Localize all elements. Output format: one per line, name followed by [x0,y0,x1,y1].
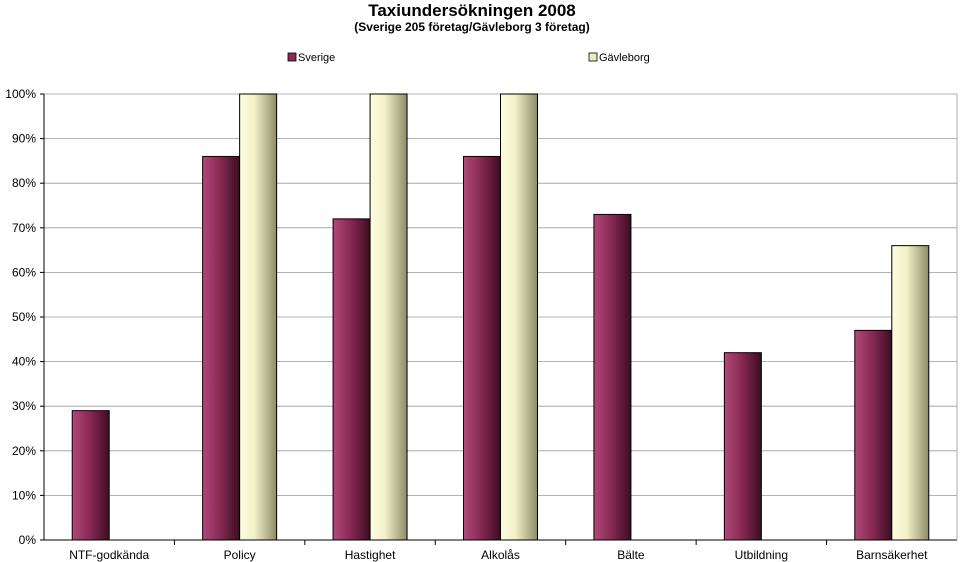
y-tick-label: 40% [12,355,36,369]
bar-gavleborg [239,93,278,541]
chart-title: Taxiundersökningen 2008 [368,1,576,20]
x-category-label: Bälte [617,548,645,562]
x-category-label: NTF-godkända [69,548,149,562]
bar-gavleborg [500,93,538,541]
bar-sverige [332,218,371,541]
bar-sverige [71,410,110,541]
bar-sverige [723,352,762,541]
x-category-label: Alkolås [481,548,520,562]
legend-label-sverige: Sverige [298,52,335,64]
legend-label-gavleborg: Gävleborg [599,52,650,64]
legend-swatch-gavleborg [588,52,598,62]
bar-sverige [202,155,241,541]
y-tick-label: 0% [19,533,37,547]
bars [71,93,930,541]
y-tick-label: 10% [12,488,36,502]
y-axis-ticks: 0% 10% 20% 30% 40% 50% 60% 70% 80% 90% 100% [5,87,44,547]
x-category-label: Utbildning [735,548,788,562]
bar-gavleborg [369,93,408,541]
legend: Sverige Gävleborg [287,52,650,64]
axes [43,94,958,541]
bar-sverige [854,329,893,541]
chart-subtitle: (Sverige 205 företag/Gävleborg 3 företag… [354,20,589,34]
y-tick-label: 30% [12,399,36,413]
y-tick-label: 50% [12,310,36,324]
x-axis-categories: NTF-godkända Policy Hastighet Alkolås Bälte U… [69,540,928,562]
y-tick-label: 20% [12,444,36,458]
x-category-label: Policy [224,548,256,562]
y-tick-label: 80% [12,176,36,190]
y-tick-label: 90% [12,132,36,146]
bar-sverige [593,213,632,541]
legend-swatch-sverige [287,52,297,62]
y-tick-label: 70% [12,221,36,235]
y-tick-label: 60% [12,265,36,279]
bar-sverige [463,155,501,541]
x-category-label: Hastighet [345,548,396,562]
y-tick-label: 100% [5,87,36,101]
bar-gavleborg [891,245,930,541]
x-category-label: Barnsäkerhet [856,548,928,562]
